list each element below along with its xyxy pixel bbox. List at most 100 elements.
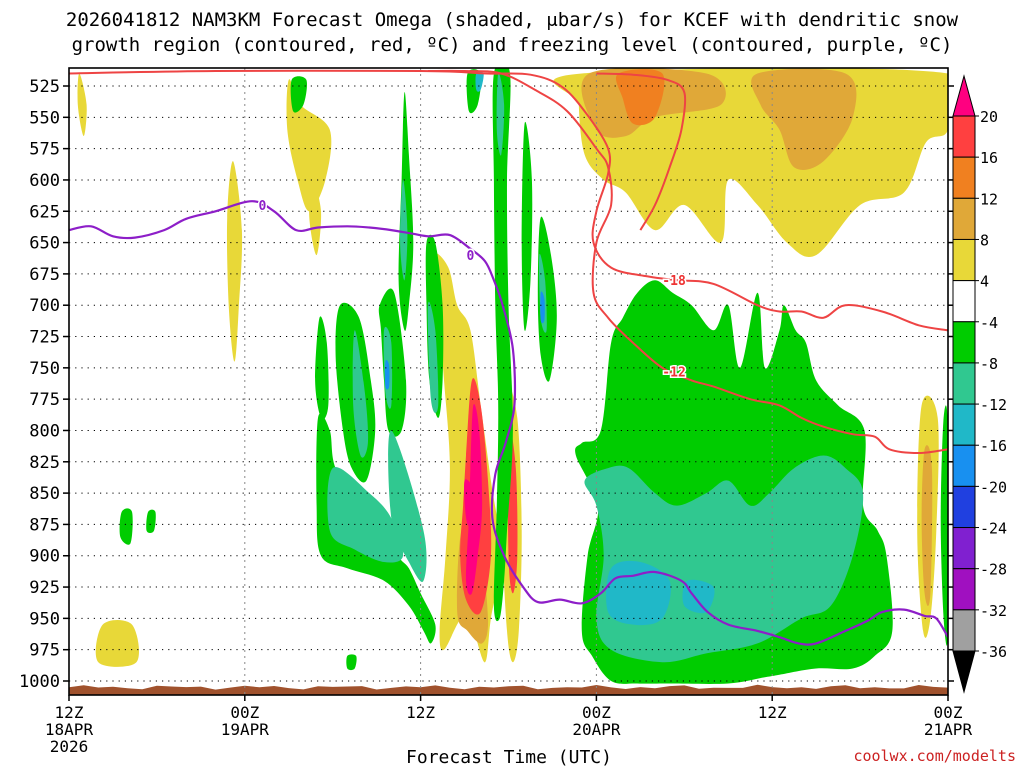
omega-region-36	[352, 330, 369, 458]
omega-region-23	[378, 288, 407, 437]
omega-region-30	[521, 121, 533, 332]
y-tick-label-600: 600	[29, 171, 60, 191]
colorbar-label-13: -36	[980, 643, 1007, 661]
colorbar-label-7: -12	[980, 396, 1007, 414]
y-tick-label-825: 825	[29, 453, 60, 473]
colorbar: 20 16 12 8 4 -4 -8 -12 -16 -20 -24 -28 -32 -36	[952, 74, 1007, 694]
omega-region-29	[492, 68, 513, 622]
colorbar-swatch-11	[952, 527, 976, 570]
colorbar-label-8: -16	[980, 437, 1007, 455]
omega-region-37	[388, 430, 427, 582]
chart-title-line-2: growth region (contoured, red, ºC) and f…	[72, 34, 953, 56]
colorbar-label-2: 12	[980, 190, 998, 208]
colorbar-label-9: -20	[980, 478, 1007, 496]
x-tick-label-0-3: 2026	[50, 737, 89, 756]
colorbar-cap-top	[952, 74, 976, 117]
y-tick-label-975: 975	[29, 641, 60, 661]
omega-region-5	[95, 619, 139, 667]
colorbar-swatch-8	[952, 403, 976, 446]
y-tick-label-700: 700	[29, 296, 60, 316]
y-tick-label-950: 950	[29, 609, 60, 629]
colorbar-swatch-6	[952, 321, 976, 364]
omega-region-1	[77, 73, 87, 137]
omega-region-17	[464, 479, 480, 527]
freezing-level-label-1: 0	[258, 199, 266, 214]
omega-region-9	[615, 69, 665, 126]
x-tick-label-0-2: 18APR	[45, 720, 94, 739]
omega-region-4	[309, 179, 322, 256]
y-axis: 525 550 575 600 625 650 675 700 725 750 775 800 825 8…	[19, 77, 954, 692]
omega-region-35	[327, 467, 404, 563]
y-tick-label-750: 750	[29, 359, 60, 379]
omega-region-42	[496, 72, 505, 156]
x-tick-label-12-1: 00Z	[230, 703, 259, 722]
colorbar-label-4: 4	[980, 273, 989, 291]
freezing-level-label-2: 0	[466, 249, 474, 264]
x-tick-label-24-1: 12Z	[406, 703, 435, 722]
dendritic-contour-label-1: -18	[662, 274, 686, 289]
y-tick-label-875: 875	[29, 515, 60, 535]
omega-region-31	[537, 216, 557, 382]
omega-region-45	[682, 579, 715, 614]
contour-layer	[69, 69, 948, 646]
x-tick-label-0-1: 12Z	[55, 703, 84, 722]
colorbar-label-5: -4	[980, 314, 998, 332]
colorbar-swatch-7	[952, 362, 976, 405]
x-tick-label-60-2: 21APR	[924, 720, 973, 739]
colorbar-swatch-4	[952, 238, 976, 282]
y-tick-label-725: 725	[29, 328, 60, 348]
x-tick-label-60-1: 00Z	[934, 703, 963, 722]
x-tick-label-12-2: 19APR	[221, 720, 270, 739]
x-tick-label-48-1: 12Z	[758, 703, 787, 722]
colorbar-swatch-10	[952, 485, 976, 529]
colorbar-label-0: 20	[980, 108, 998, 126]
colorbar-label-11: -28	[980, 561, 1007, 579]
colorbar-label-10: -24	[980, 520, 1007, 538]
omega-region-8	[751, 68, 857, 170]
y-tick-label-625: 625	[29, 202, 60, 222]
colorbar-label-3: 8	[980, 231, 989, 249]
terrain-surface	[69, 684, 948, 695]
x-tick-label-36-2: 20APR	[572, 720, 621, 739]
x-tick-label-36-1: 00Z	[582, 703, 611, 722]
omega-region-19	[290, 76, 308, 113]
freezing-level-line	[69, 200, 948, 646]
omega-region-48	[384, 360, 390, 390]
omega-region-11	[921, 445, 933, 607]
credit-link[interactable]: coolwx.com/modelts	[853, 747, 1016, 765]
colorbar-cap-bottom	[952, 650, 976, 694]
y-tick-label-550: 550	[29, 108, 60, 128]
colorbar-swatch-5	[952, 280, 976, 323]
colorbar-swatch-9	[952, 444, 976, 487]
colorbar-swatch-1	[952, 115, 976, 158]
omega-shading-layer	[77, 68, 948, 684]
y-tick-label-775: 775	[29, 390, 60, 410]
dendritic-contour-label-2: -12	[662, 366, 685, 381]
omega-region-26	[346, 654, 357, 671]
omega-region-40	[400, 179, 408, 281]
colorbar-swatch-13	[952, 609, 976, 652]
omega-region-28	[146, 509, 156, 534]
y-tick-label-575: 575	[29, 140, 60, 160]
terrain-layer	[69, 684, 948, 695]
y-tick-label-900: 900	[29, 547, 60, 567]
x-axis-title: Forecast Time (UTC)	[406, 747, 612, 768]
omega-region-38	[427, 301, 439, 414]
contour-label-layer: -18 -12 0 0	[257, 198, 687, 383]
y-tick-label-925: 925	[29, 578, 60, 598]
colorbar-swatch-2	[952, 156, 976, 199]
y-tick-label-675: 675	[29, 265, 60, 285]
omega-region-3	[286, 79, 332, 212]
chart-title-line-1: 2026041812 NAM3KM Forecast Omega (shaded…	[66, 9, 959, 31]
colorbar-label-1: 16	[980, 149, 998, 167]
y-tick-label-1000: 1000	[19, 672, 60, 692]
colorbar-label-6: -8	[980, 355, 998, 373]
colorbar-swatch-12	[952, 568, 976, 611]
y-tick-label-525: 525	[29, 77, 60, 97]
plot-frame	[68, 67, 949, 696]
omega-region-47	[540, 291, 545, 324]
omega-region-46	[475, 71, 484, 92]
dendritic-contour-3	[596, 72, 687, 231]
